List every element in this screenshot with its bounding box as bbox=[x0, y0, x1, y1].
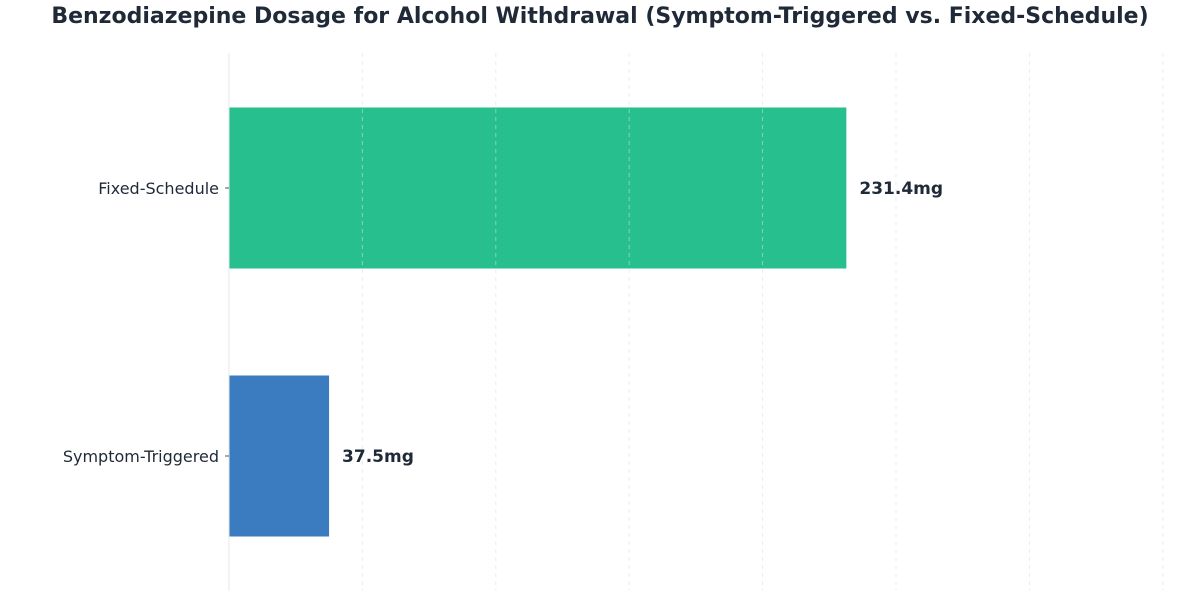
chart-title: Benzodiazepine Dosage for Alcohol Withdr… bbox=[51, 4, 1149, 29]
bars bbox=[229, 107, 847, 537]
value-label-fixed-schedule: 231.4mg bbox=[859, 179, 943, 199]
value-label-symptom-triggered: 37.5mg bbox=[342, 447, 414, 467]
category-label-fixed-schedule: Fixed-Schedule bbox=[98, 179, 219, 198]
bar-symptom-triggered bbox=[229, 375, 330, 537]
bar-fixed-schedule bbox=[229, 107, 847, 269]
category-labels: Symptom-Triggered Fixed-Schedule bbox=[63, 179, 229, 466]
category-label-symptom-triggered: Symptom-Triggered bbox=[63, 447, 219, 466]
gridlines bbox=[361, 53, 1164, 591]
value-labels: 37.5mg 231.4mg bbox=[342, 179, 943, 467]
